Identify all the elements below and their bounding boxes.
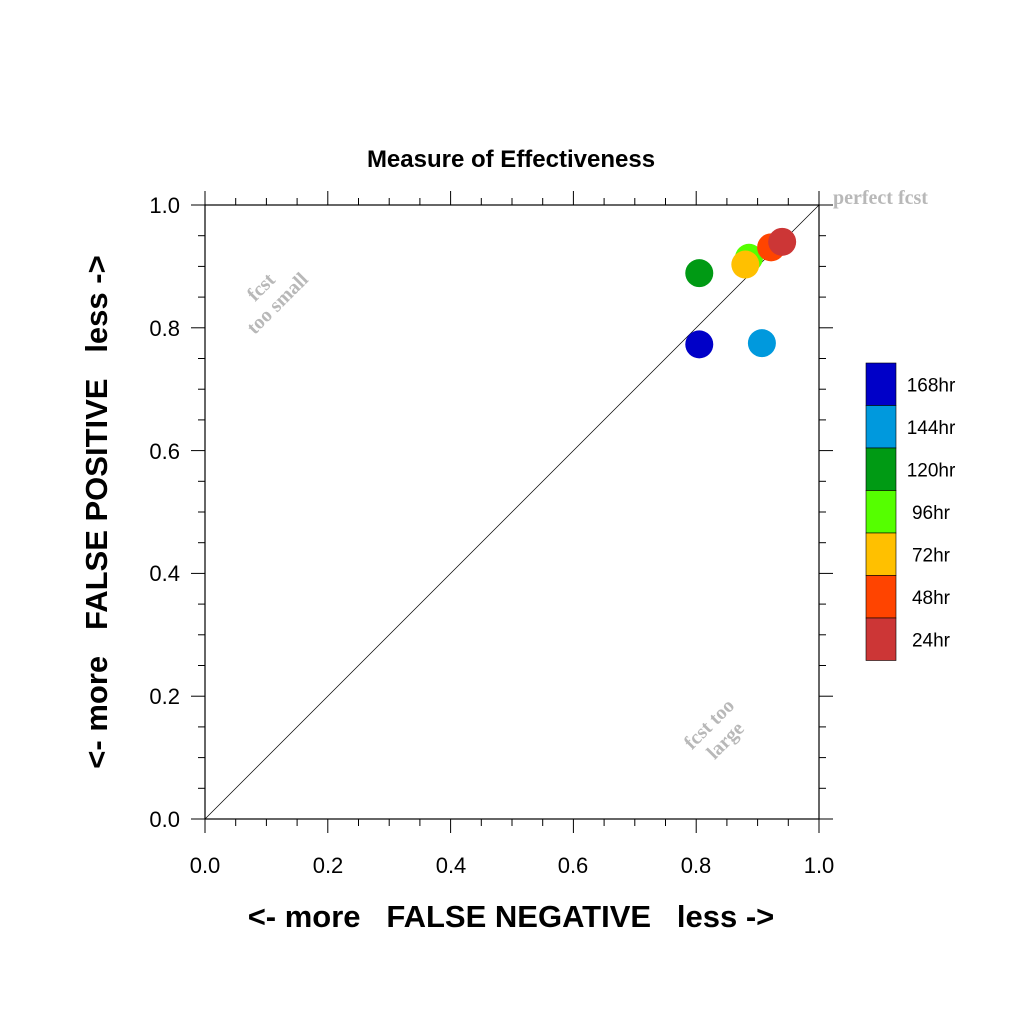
legend-swatch-168hr bbox=[865, 362, 897, 406]
x-axis-title: <- more FALSE NEGATIVE less -> bbox=[248, 899, 775, 934]
axis-ticks bbox=[191, 191, 833, 833]
y-tick-labels: 0.0 0.2 0.4 0.6 0.8 1.0 bbox=[149, 193, 180, 832]
y-tick-label: 0.4 bbox=[149, 561, 180, 586]
y-tick-label: 1.0 bbox=[149, 193, 180, 218]
legend-label-168hr: 168hr bbox=[907, 375, 956, 396]
y-tick-label: 0.2 bbox=[149, 684, 180, 709]
x-tick-label: 0.0 bbox=[190, 853, 221, 878]
too-small-annotation: fcst too small bbox=[243, 268, 313, 338]
data-points bbox=[685, 227, 797, 359]
perfect-forecast-diagonal bbox=[204, 204, 820, 820]
legend-swatch-48hr bbox=[865, 575, 897, 619]
legend-swatch-72hr bbox=[865, 532, 897, 576]
y-tick-label: 0.6 bbox=[149, 439, 180, 464]
x-tick-label: 0.4 bbox=[436, 853, 467, 878]
legend-label-120hr: 120hr bbox=[907, 460, 956, 481]
data-point-168hr bbox=[685, 330, 714, 359]
legend-label-96hr: 96hr bbox=[912, 503, 951, 524]
x-tick-label: 0.6 bbox=[558, 853, 589, 878]
y-axis-title: <- more FALSE POSITIVE less -> bbox=[79, 255, 114, 768]
x-tick-label: 1.0 bbox=[804, 853, 835, 878]
legend-label-144hr: 144hr bbox=[907, 418, 956, 439]
data-point-120hr bbox=[685, 259, 714, 288]
x-tick-label: 0.8 bbox=[681, 853, 712, 878]
too-large-annotation: fcst too large bbox=[680, 695, 749, 764]
y-tick-label: 0.0 bbox=[149, 807, 180, 832]
legend-swatch-96hr bbox=[865, 490, 897, 534]
legend-swatch-144hr bbox=[865, 405, 897, 449]
legend-label-48hr: 48hr bbox=[912, 588, 951, 609]
legend-label-24hr: 24hr bbox=[912, 630, 951, 651]
legend-swatch-24hr bbox=[865, 617, 897, 661]
perfect-forecast-label: perfect fcst bbox=[833, 187, 928, 209]
data-point-144hr bbox=[747, 329, 776, 358]
legend: 168hr 144hr 120hr 96hr 72hr 48hr 24hr bbox=[865, 362, 956, 661]
data-point-72hr bbox=[731, 250, 760, 279]
x-tick-labels: 0.0 0.2 0.4 0.6 0.8 1.0 bbox=[190, 853, 835, 878]
legend-label-72hr: 72hr bbox=[912, 545, 951, 566]
data-point-24hr bbox=[768, 227, 797, 256]
chart-title: Measure of Effectiveness bbox=[367, 146, 655, 173]
x-tick-label: 0.2 bbox=[313, 853, 344, 878]
y-tick-label: 0.8 bbox=[149, 316, 180, 341]
legend-swatch-120hr bbox=[865, 447, 897, 491]
